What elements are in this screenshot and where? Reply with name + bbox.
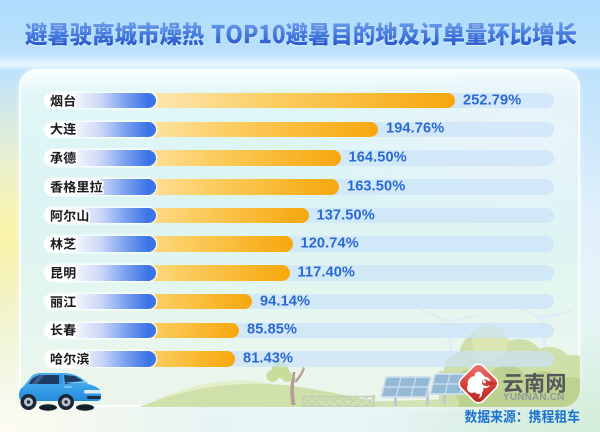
svg-text:YUNNAN.CN: YUNNAN.CN <box>503 392 564 403</box>
